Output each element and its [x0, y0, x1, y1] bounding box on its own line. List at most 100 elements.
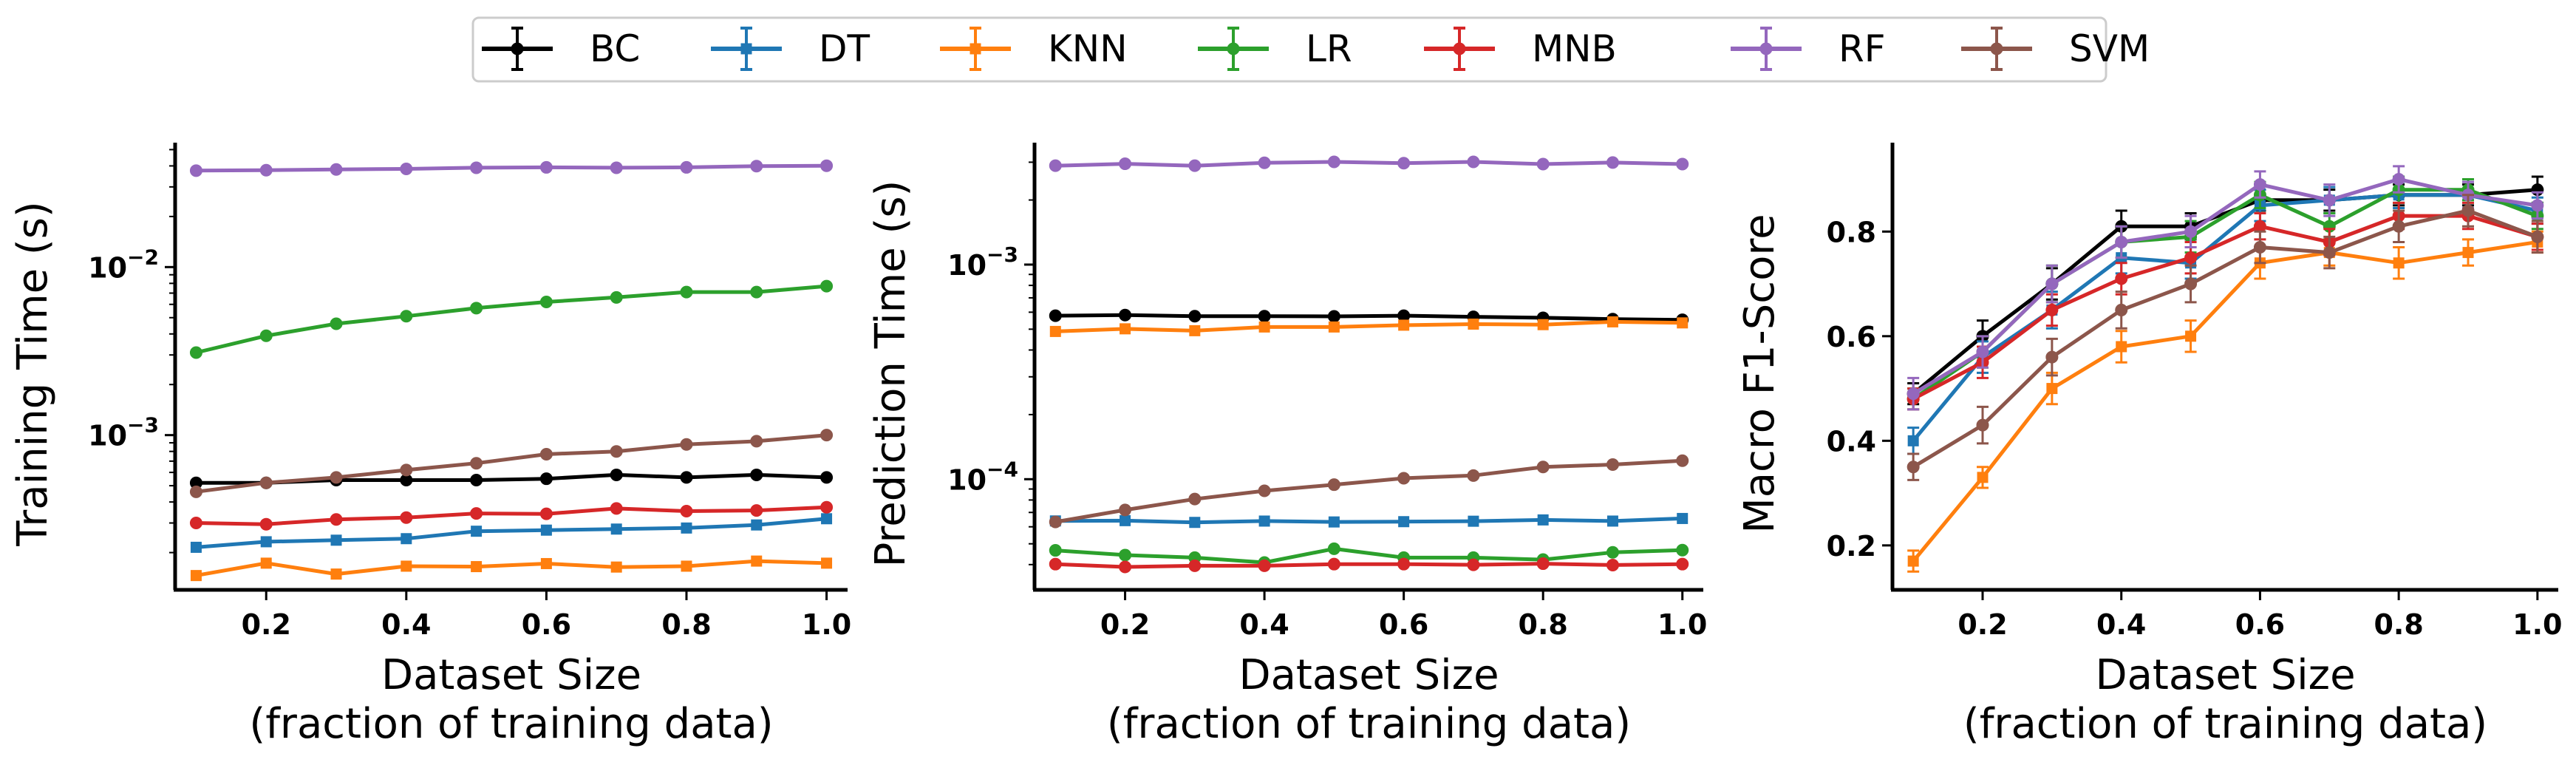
- data-point-rf: [2115, 235, 2128, 248]
- data-point-knn: [1537, 319, 1549, 330]
- data-point-mnb: [1327, 557, 1340, 571]
- data-point-lr: [330, 317, 343, 330]
- x-tick-label: 0.8: [1519, 608, 1568, 641]
- data-point-knn: [2185, 330, 2197, 342]
- series-line-lr: [1055, 546, 1683, 565]
- data-point-mnb: [2115, 272, 2128, 285]
- data-point-svm: [1606, 458, 1619, 471]
- data-point-mnb: [1467, 558, 1480, 571]
- legend-marker: [511, 42, 524, 55]
- data-point-mnb: [680, 504, 693, 517]
- data-point-rf: [1606, 156, 1619, 169]
- data-point-svm: [1397, 472, 1411, 485]
- data-point-knn: [1677, 317, 1689, 329]
- data-point-knn: [2116, 341, 2127, 353]
- data-point-mnb: [1258, 559, 1271, 572]
- data-point-mnb: [1676, 557, 1689, 571]
- series-rf: [189, 159, 834, 177]
- data-point-dt: [190, 541, 202, 553]
- data-point-dt: [1907, 435, 1919, 446]
- series-mnb: [189, 500, 834, 531]
- legend-item-mnb: MNB: [1424, 27, 1617, 71]
- data-point-rf: [610, 161, 623, 174]
- data-point-mnb: [400, 511, 413, 524]
- data-point-rf: [1049, 159, 1062, 172]
- data-point-mnb: [2045, 303, 2059, 316]
- legend-label: LR: [1306, 27, 1352, 70]
- x-tick-label: 1.0: [1657, 608, 1707, 641]
- series-line-bc: [1912, 188, 2538, 395]
- data-point-svm: [470, 457, 483, 470]
- legend-label: MNB: [1532, 27, 1617, 70]
- series-dt: [190, 513, 833, 553]
- legend-marker: [970, 43, 981, 55]
- x-tick-label: 0.2: [242, 608, 291, 641]
- y-tick-base: 10: [88, 251, 127, 284]
- series-line-dt: [196, 517, 827, 549]
- x-tick-label: 1.0: [802, 608, 851, 641]
- data-point-rf: [1907, 387, 1920, 401]
- data-point-rf: [1188, 159, 1202, 172]
- data-point-lr: [1676, 543, 1689, 557]
- data-point-rf: [820, 159, 834, 172]
- data-point-bc: [1119, 308, 1132, 322]
- series-line-svm: [1054, 458, 1683, 524]
- data-point-knn: [1258, 321, 1270, 333]
- data-point-mnb: [610, 502, 623, 515]
- data-point-svm: [1536, 461, 1550, 474]
- data-point-rf: [2184, 225, 2198, 238]
- data-point-mnb: [539, 507, 553, 520]
- series-knn: [1907, 230, 2543, 573]
- series-mnb: [1049, 557, 1689, 574]
- data-point-bc: [680, 471, 693, 484]
- x-tick-label: 1.0: [2512, 608, 2562, 641]
- data-point-dt: [260, 536, 272, 548]
- data-point-rf: [2392, 173, 2405, 186]
- data-point-svm: [2392, 220, 2405, 233]
- series-line-knn: [1055, 319, 1683, 333]
- data-point-mnb: [330, 513, 343, 526]
- data-point-bc: [1049, 309, 1062, 322]
- series-bc: [189, 468, 834, 489]
- y-tick-base: 10: [947, 249, 987, 282]
- data-point-knn: [190, 570, 202, 582]
- legend-item-rf: RF: [1731, 27, 1886, 71]
- series-svm: [1049, 454, 1689, 529]
- data-point-dt: [681, 522, 692, 534]
- data-point-svm: [2253, 241, 2266, 254]
- data-point-mnb: [1397, 557, 1411, 571]
- data-point-dt: [471, 526, 483, 537]
- data-point-mnb: [470, 507, 483, 520]
- y-tick-label: 0.2: [1827, 530, 1876, 563]
- data-point-bc: [1188, 310, 1202, 323]
- series-line-rf: [1912, 177, 2538, 395]
- series-bc: [1907, 175, 2544, 406]
- data-point-lr: [259, 329, 273, 342]
- data-point-svm: [1327, 478, 1340, 492]
- legend-item-knn: KNN: [940, 27, 1128, 71]
- series-line-rf: [1055, 160, 1683, 168]
- data-point-svm: [330, 471, 343, 484]
- data-point-mnb: [1536, 557, 1550, 571]
- data-point-dt: [1606, 515, 1618, 527]
- data-point-dt: [330, 534, 342, 546]
- data-point-dt: [1258, 515, 1270, 527]
- data-point-svm: [189, 485, 202, 498]
- series-dt: [1907, 180, 2543, 455]
- data-point-svm: [1119, 503, 1132, 517]
- legend-item-svm: SVM: [1961, 27, 2150, 71]
- data-point-bc: [820, 471, 834, 484]
- legend-label: BC: [590, 27, 640, 70]
- y-tick-label: 0.4: [1827, 425, 1876, 458]
- data-point-svm: [680, 438, 693, 451]
- legend-label: KNN: [1048, 27, 1128, 70]
- data-point-dt: [401, 533, 412, 545]
- series-line-knn: [1912, 239, 2538, 563]
- y-axis-label: Prediction Time (s): [867, 180, 915, 568]
- data-point-mnb: [189, 517, 202, 530]
- data-point-rf: [1467, 155, 1480, 169]
- series-line-mnb: [1912, 214, 2538, 401]
- data-point-svm: [1188, 492, 1202, 506]
- data-point-knn: [1907, 555, 1919, 567]
